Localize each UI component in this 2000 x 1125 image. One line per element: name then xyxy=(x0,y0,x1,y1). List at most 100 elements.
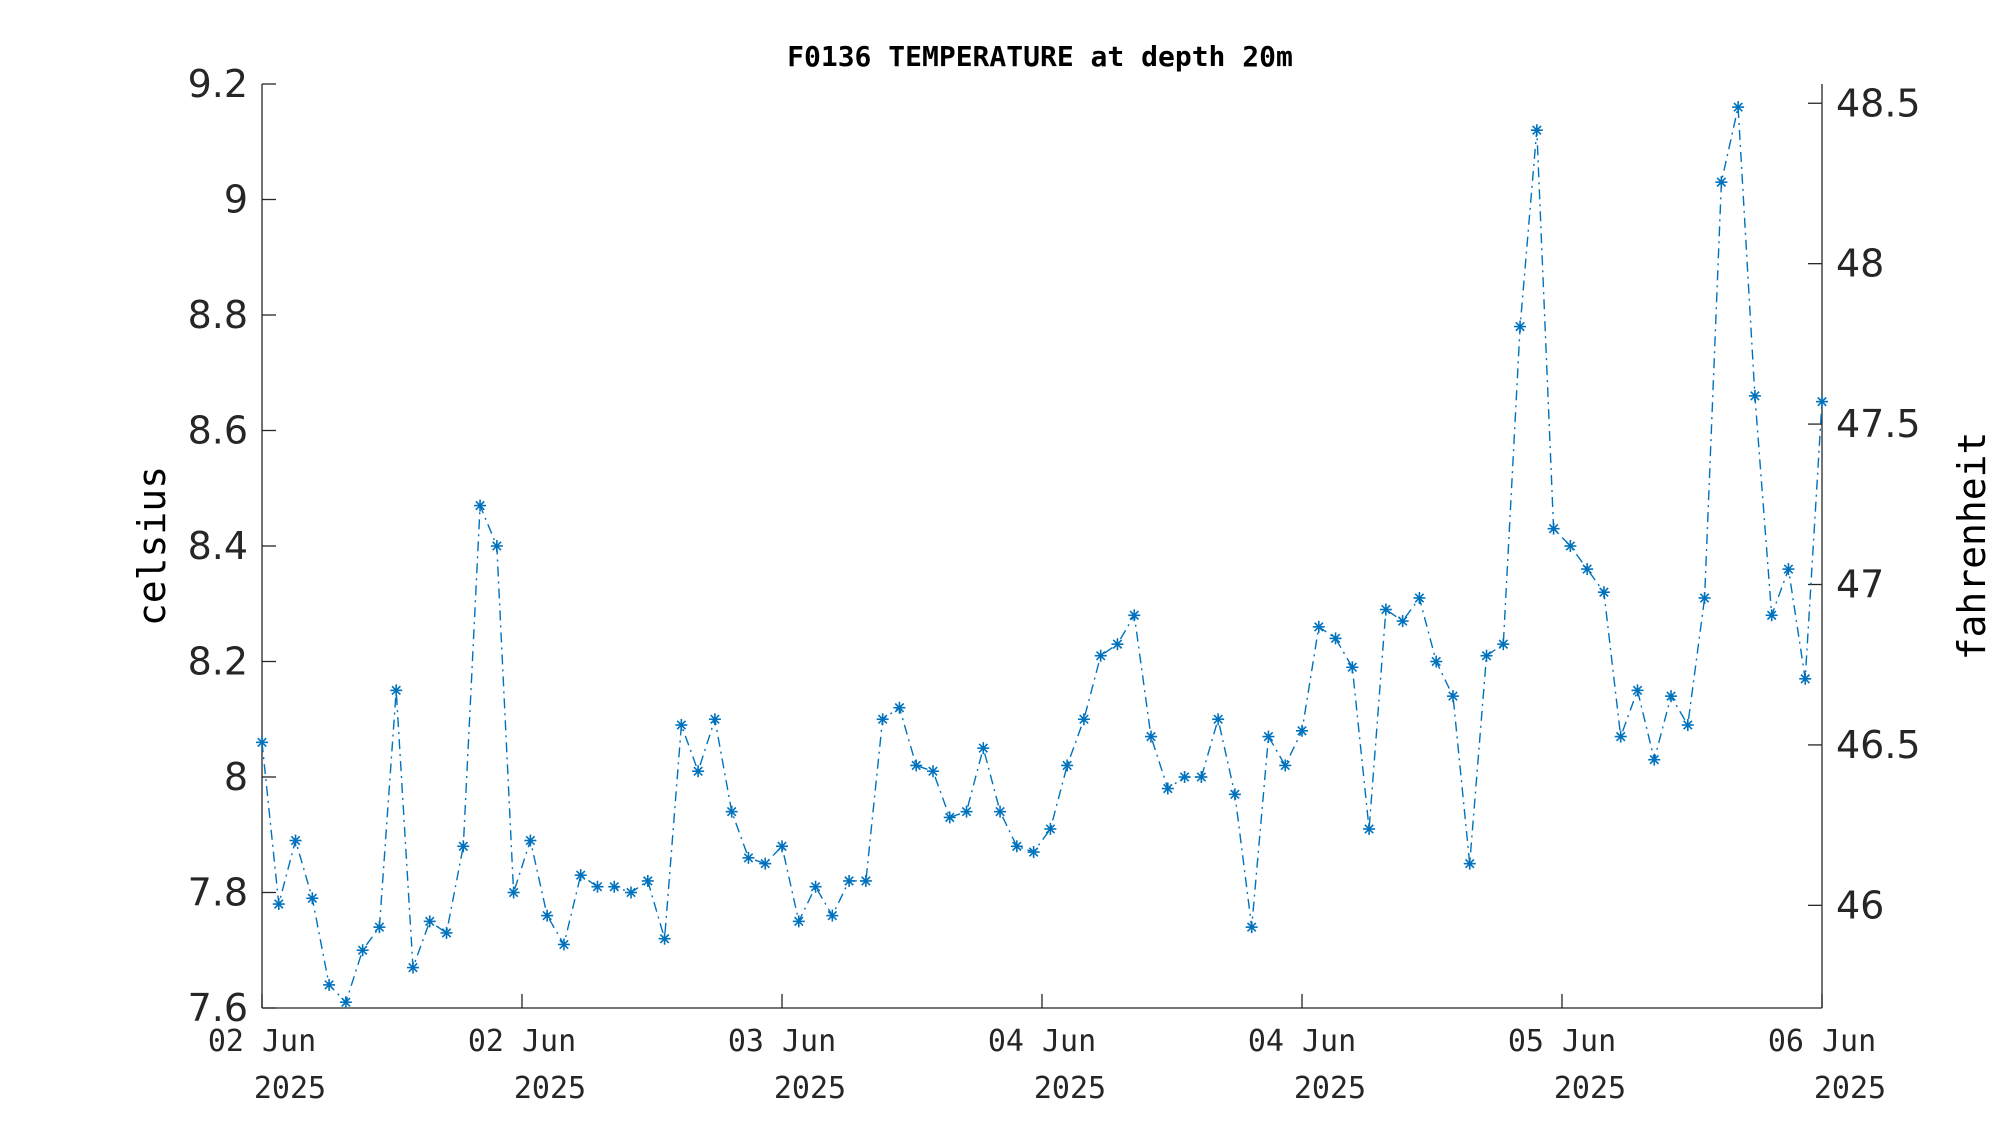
data-point-marker xyxy=(1094,649,1107,662)
x-tick-label-day: 06 Jun xyxy=(1768,1024,1876,1059)
data-point-marker xyxy=(1312,620,1325,633)
data-point-marker xyxy=(1816,395,1828,408)
data-point-marker xyxy=(272,898,285,911)
data-point-marker xyxy=(1748,389,1761,402)
data-point-marker xyxy=(1681,719,1694,732)
data-point-marker xyxy=(910,759,923,772)
data-point-marker xyxy=(474,499,487,512)
x-tick-label-year: 2025 xyxy=(254,1071,326,1106)
data-point-marker xyxy=(323,978,336,991)
data-point-marker xyxy=(1111,638,1124,651)
data-point-marker xyxy=(574,869,587,882)
data-point-marker xyxy=(406,961,419,974)
data-point-marker xyxy=(859,874,872,887)
data-point-marker xyxy=(625,886,638,899)
data-point-marker xyxy=(1262,730,1275,743)
data-point-marker xyxy=(608,880,621,893)
y2-tick-label: 47 xyxy=(1836,563,1884,607)
data-point-marker xyxy=(591,880,604,893)
data-point-marker xyxy=(1665,690,1678,703)
x-tick-label-day: 02 Jun xyxy=(468,1024,576,1059)
data-point-marker xyxy=(776,840,788,853)
data-point-marker xyxy=(1732,101,1745,114)
data-point-marker xyxy=(1027,846,1040,859)
data-point-marker xyxy=(960,805,973,818)
data-point-marker xyxy=(759,857,772,870)
data-point-marker xyxy=(1279,759,1292,772)
y-tick-label: 8 xyxy=(224,755,248,799)
data-point-marker xyxy=(524,834,537,847)
data-point-marker xyxy=(289,834,302,847)
y2-tick-label: 46.5 xyxy=(1836,723,1921,767)
data-point-marker xyxy=(725,805,738,818)
data-point-marker xyxy=(876,713,889,726)
data-point-marker xyxy=(1715,176,1728,189)
y-tick-label: 9.2 xyxy=(188,62,248,106)
data-point-marker xyxy=(826,909,839,922)
data-point-marker xyxy=(256,736,268,749)
y-axis-label: celsius xyxy=(130,466,174,626)
data-point-marker xyxy=(1514,320,1527,333)
y2-axis-label: fahrenheit xyxy=(1950,432,1994,661)
x-tick-label-year: 2025 xyxy=(1554,1071,1626,1106)
data-point-marker xyxy=(339,996,352,1009)
data-point-marker xyxy=(675,719,688,732)
y2-tick-label: 47.5 xyxy=(1836,402,1921,446)
chart-title: F0136 TEMPERATURE at depth 20m xyxy=(787,40,1293,73)
data-point-marker xyxy=(926,765,939,778)
data-point-marker xyxy=(977,742,990,755)
y-tick-label: 8.8 xyxy=(188,293,248,337)
data-point-marker xyxy=(1799,672,1812,685)
data-point-marker xyxy=(1128,609,1141,622)
data-point-marker xyxy=(1329,632,1342,645)
right-y-axis: 46 46.5 47 47.5 48 48.5 xyxy=(1808,81,1921,927)
data-point-marker xyxy=(994,805,1007,818)
data-point-marker xyxy=(1296,724,1308,737)
x-tick-label-day: 03 Jun xyxy=(728,1024,836,1059)
data-point-marker xyxy=(457,840,470,853)
data-point-marker xyxy=(893,701,906,714)
data-point-marker xyxy=(507,886,520,899)
data-point-marker xyxy=(1581,563,1594,576)
series-line xyxy=(261,106,1823,1004)
data-point-marker xyxy=(1765,609,1778,622)
data-point-marker xyxy=(1228,788,1241,801)
data-point-marker xyxy=(306,892,319,905)
data-point-marker xyxy=(1044,822,1057,835)
data-point-marker xyxy=(1614,730,1627,743)
data-point-marker xyxy=(490,540,503,552)
y-tick-label: 8.2 xyxy=(188,640,248,684)
y2-tick-label: 46 xyxy=(1836,883,1884,927)
data-point-marker xyxy=(1161,782,1174,795)
data-point-marker xyxy=(1379,603,1392,616)
data-point-marker xyxy=(1212,713,1225,726)
left-y-axis: 7.6 7.8 8 8.2 8.4 8.6 8.8 9 9.2 xyxy=(188,62,276,1030)
data-point-marker xyxy=(1245,921,1258,934)
y-tick-label: 9 xyxy=(224,178,248,222)
y2-tick-label: 48 xyxy=(1836,242,1884,286)
data-point-marker xyxy=(423,915,436,928)
data-point-marker xyxy=(742,851,755,864)
x-tick-label-day: 02 Jun xyxy=(208,1024,316,1059)
data-point-marker xyxy=(658,932,671,945)
data-point-marker xyxy=(557,938,570,951)
data-point-marker xyxy=(1480,649,1493,662)
data-point-marker xyxy=(440,926,453,939)
data-point-marker xyxy=(356,944,369,957)
data-point-marker xyxy=(373,921,386,934)
data-point-marker xyxy=(641,874,654,887)
y-tick-label: 7.6 xyxy=(188,986,248,1030)
y2-tick-label: 48.5 xyxy=(1836,81,1921,125)
data-point-marker xyxy=(708,713,721,726)
data-point-marker xyxy=(1195,771,1208,783)
x-tick-label-day: 04 Jun xyxy=(1248,1024,1356,1059)
data-point-marker xyxy=(1346,661,1359,674)
x-tick-label-year: 2025 xyxy=(514,1071,586,1106)
data-point-marker xyxy=(1430,655,1443,668)
x-tick-label-year: 2025 xyxy=(1294,1071,1366,1106)
data-point-marker xyxy=(1698,591,1711,604)
x-axis: 02 Jun 2025 02 Jun 2025 03 Jun 2025 04 Jun 2025… xyxy=(208,994,1886,1106)
x-tick-label-year: 2025 xyxy=(1814,1071,1886,1106)
data-point-marker xyxy=(1446,690,1459,703)
